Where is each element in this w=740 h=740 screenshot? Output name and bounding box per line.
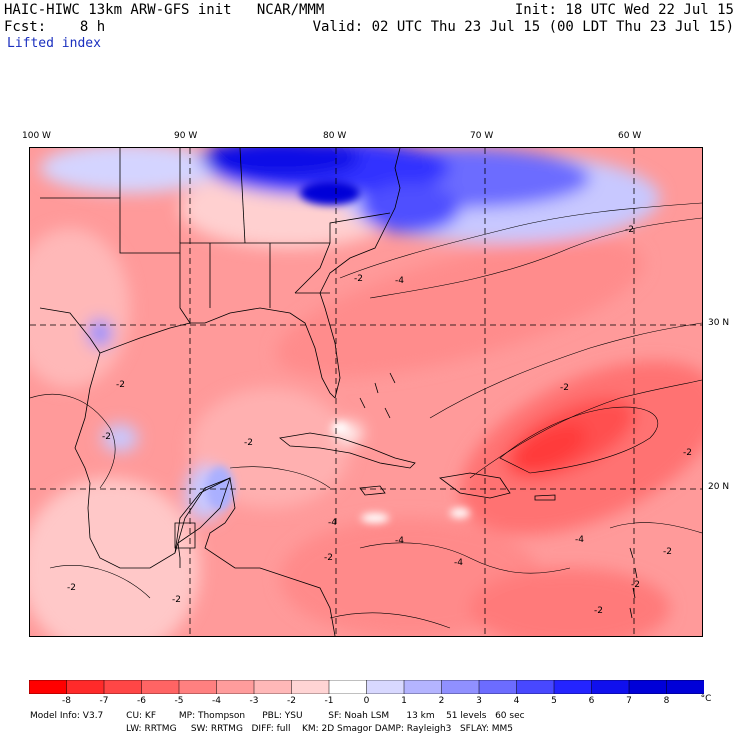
colorbar-swatch xyxy=(666,680,704,694)
colorbar-swatch xyxy=(291,680,330,694)
colorbar-swatch xyxy=(328,680,368,694)
colorbar-tick-label: -6 xyxy=(137,696,146,706)
colorbar-swatch xyxy=(66,680,105,694)
contour-label: -2 xyxy=(560,383,569,393)
contour-label: -4 xyxy=(328,518,337,528)
contour-label: -2 xyxy=(67,583,76,593)
colorbar xyxy=(29,680,704,694)
lon-label-80w: 80 W xyxy=(323,131,347,141)
model-info-line1: Model Info: V3.7 CU: KF MP: Thompson PBL… xyxy=(30,711,525,721)
contour-label: -2 xyxy=(172,595,181,605)
field-name: Lifted index xyxy=(7,36,101,51)
lon-label-60w: 60 W xyxy=(618,131,642,141)
colorbar-swatch xyxy=(216,680,255,694)
valid-time: Valid: 02 UTC Thu 23 Jul 15 (00 LDT Thu … xyxy=(312,19,734,35)
contour-label: -4 xyxy=(575,535,584,545)
lat-label-30n: 30 N xyxy=(708,318,730,328)
colorbar-swatch xyxy=(553,680,593,694)
lat-label-20n: 20 N xyxy=(708,482,730,492)
contour-label: -2 xyxy=(244,438,253,448)
colorbar-swatch xyxy=(516,680,555,694)
colorbar-tick-label: 0 xyxy=(363,696,370,706)
colorbar-tick-label: 1 xyxy=(401,696,407,706)
contour-label: -4 xyxy=(454,558,463,568)
lon-label-100w: 100 W xyxy=(22,131,51,141)
colorbar-tick-label: 8 xyxy=(663,696,670,706)
colorbar-swatch xyxy=(29,680,68,694)
li-fine-shading xyxy=(206,181,470,523)
init-time: Init: 18 UTC Wed 22 Jul 15 xyxy=(514,2,734,18)
colorbar-swatch xyxy=(141,680,180,694)
colorbar-unit: °C xyxy=(700,694,712,704)
lon-label-90w: 90 W xyxy=(174,131,198,141)
contour-label: -4 xyxy=(395,276,404,286)
map-canvas xyxy=(30,148,702,636)
colorbar-tick-label: -8 xyxy=(62,696,71,706)
colorbar-tick-label: -4 xyxy=(212,696,221,706)
colorbar-tick-label: 7 xyxy=(626,696,632,706)
colorbar-swatch xyxy=(103,680,143,694)
colorbar-swatch xyxy=(478,680,518,694)
contour-label: -2 xyxy=(625,225,634,235)
colorbar-tick-label: 6 xyxy=(588,696,595,706)
colorbar-tick-label: 4 xyxy=(513,696,520,706)
model-title: HAIC-HIWC 13km ARW-GFS init NCAR/MMM xyxy=(4,2,325,18)
colorbar-tick-label: -1 xyxy=(324,696,334,706)
colorbar-swatch xyxy=(591,680,630,694)
lon-label-70w: 70 W xyxy=(470,131,494,141)
colorbar-tick-label: -3 xyxy=(249,696,259,706)
contour-label: -2 xyxy=(663,547,672,557)
colorbar-tick-label: -7 xyxy=(99,696,109,706)
graticule xyxy=(30,148,702,636)
contour-label: -2 xyxy=(102,432,111,442)
colorbar-swatch xyxy=(403,680,443,694)
contour-label: -2 xyxy=(116,380,125,390)
lifted-index-map xyxy=(29,147,703,637)
colorbar-swatch xyxy=(253,680,293,694)
contour-label: -2 xyxy=(354,274,363,284)
colorbar-swatch xyxy=(178,680,218,694)
contour-label: -2 xyxy=(631,580,640,590)
contour-label: -2 xyxy=(683,448,692,458)
contour-label: -2 xyxy=(324,553,333,563)
colorbar-swatch xyxy=(441,680,480,694)
model-info-line2: LW: RRTMG SW: RRTMG DIFF: full KM: 2D Sm… xyxy=(126,724,513,734)
colorbar-tick-label: -2 xyxy=(287,696,296,706)
colorbar-tick-label: 3 xyxy=(476,696,482,706)
colorbar-tick-label: -5 xyxy=(174,696,184,706)
coastlines xyxy=(39,148,638,636)
li-shading xyxy=(30,148,702,636)
colorbar-tick-label: 5 xyxy=(551,696,557,706)
colorbar-swatch xyxy=(628,680,668,694)
colorbar-swatch xyxy=(366,680,405,694)
contours xyxy=(30,202,702,629)
forecast-hour: Fcst: 8 h xyxy=(4,19,106,35)
contour-label: -4 xyxy=(395,536,404,546)
colorbar-tick-label: 2 xyxy=(438,696,445,706)
contour-label: -2 xyxy=(594,606,603,616)
